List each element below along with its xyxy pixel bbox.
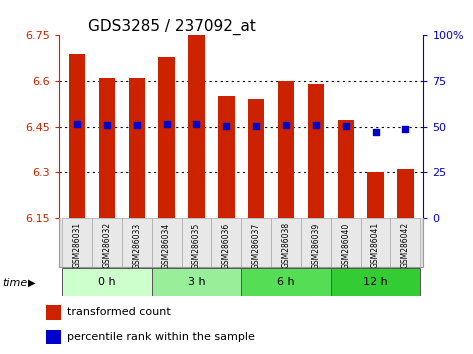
Text: ▶: ▶ — [28, 278, 36, 288]
Text: time: time — [2, 278, 27, 288]
Bar — [92, 218, 122, 267]
Point — [342, 123, 350, 129]
Text: 3 h: 3 h — [188, 277, 205, 287]
Text: GSM286038: GSM286038 — [281, 222, 290, 268]
Bar — [188, 35, 205, 218]
Text: GSM286042: GSM286042 — [401, 222, 410, 268]
Bar — [99, 78, 115, 218]
Text: GSM286041: GSM286041 — [371, 222, 380, 268]
Text: GSM286037: GSM286037 — [252, 222, 261, 269]
Bar — [129, 78, 145, 218]
Point — [253, 123, 260, 129]
Bar — [241, 218, 271, 267]
Bar — [301, 218, 331, 267]
Bar — [62, 218, 92, 267]
Text: GSM286034: GSM286034 — [162, 222, 171, 269]
Point — [402, 126, 409, 132]
Bar — [391, 218, 420, 267]
Bar — [46, 305, 61, 320]
Bar — [211, 218, 241, 267]
Point — [372, 129, 379, 135]
Bar — [46, 330, 61, 344]
Text: GDS3285 / 237092_at: GDS3285 / 237092_at — [88, 19, 256, 35]
Bar — [278, 81, 294, 218]
Bar — [338, 120, 354, 218]
Bar — [152, 268, 241, 296]
Bar — [271, 218, 301, 267]
Bar — [368, 172, 384, 218]
Point — [222, 123, 230, 129]
Bar — [241, 268, 331, 296]
Bar — [218, 96, 235, 218]
Point — [133, 122, 140, 128]
Point — [193, 121, 200, 126]
Point — [103, 122, 111, 128]
Bar — [331, 268, 420, 296]
Bar — [360, 218, 391, 267]
Bar — [69, 53, 85, 218]
Text: GSM286032: GSM286032 — [102, 222, 111, 268]
Point — [312, 122, 320, 128]
Bar — [307, 84, 324, 218]
Bar — [158, 57, 175, 218]
Text: percentile rank within the sample: percentile rank within the sample — [67, 332, 255, 342]
Text: GSM286031: GSM286031 — [72, 222, 81, 268]
Text: 6 h: 6 h — [277, 277, 295, 287]
Bar — [182, 218, 211, 267]
Text: GSM286035: GSM286035 — [192, 222, 201, 269]
Bar — [62, 268, 152, 296]
Point — [282, 122, 290, 128]
Bar — [248, 99, 264, 218]
Text: 12 h: 12 h — [363, 277, 388, 287]
Text: GSM286033: GSM286033 — [132, 222, 141, 269]
Bar — [122, 218, 152, 267]
Point — [73, 121, 81, 126]
Bar — [397, 169, 413, 218]
Point — [163, 121, 170, 126]
Bar — [152, 218, 182, 267]
Text: GSM286036: GSM286036 — [222, 222, 231, 269]
Text: transformed count: transformed count — [67, 308, 171, 318]
Text: GSM286040: GSM286040 — [341, 222, 350, 269]
Text: 0 h: 0 h — [98, 277, 116, 287]
Text: GSM286039: GSM286039 — [311, 222, 320, 269]
Bar — [331, 218, 360, 267]
